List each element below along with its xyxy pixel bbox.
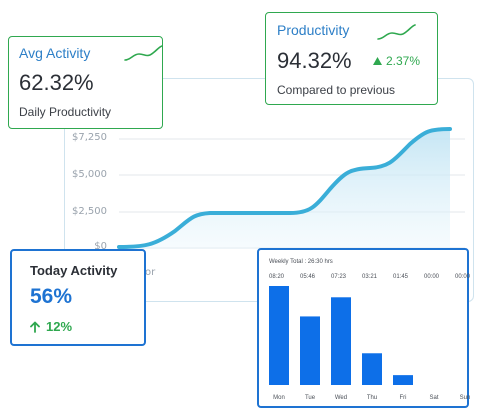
weekly-total-card[interactable]: Weekly Total : 26:30 hrs 08:20 Mon 05:46 Tu… xyxy=(257,248,471,408)
triangle-up-icon xyxy=(373,57,382,65)
weekly-bar xyxy=(269,286,289,385)
series-line xyxy=(117,127,452,249)
weekly-day-label: Wed xyxy=(335,395,347,401)
weekly-time-label: 00:00 xyxy=(424,274,440,280)
y-tick-label: $7,250 xyxy=(72,132,107,143)
productivity-value: 94.32% xyxy=(277,48,352,73)
avg-activity-title: Avg Activity xyxy=(19,45,91,61)
weekly-bar xyxy=(331,297,351,385)
today-activity-title: Today Activity xyxy=(30,263,118,278)
productivity-delta-value: 2.37% xyxy=(386,54,421,68)
avg-activity-card[interactable]: Avg Activity 62.32% Daily Productivity xyxy=(8,36,163,129)
y-tick-label: $2,500 xyxy=(72,206,107,217)
today-activity-delta: 12% xyxy=(30,319,72,334)
weekly-day-label: Sat xyxy=(429,395,438,401)
productivity-delta: 2.37% xyxy=(373,54,420,68)
weekly-day-label: Tue xyxy=(305,395,316,401)
weekly-time-label: 01:45 xyxy=(393,274,409,280)
weekly-bar xyxy=(362,353,382,385)
today-activity-value: 56% xyxy=(30,285,73,308)
x-tick-label: or xyxy=(145,267,156,278)
weekly-bar xyxy=(300,316,320,385)
weekly-day-label: Fri xyxy=(400,395,407,401)
weekly-total-title: Weekly Total : 26:30 hrs xyxy=(269,259,333,265)
weekly-time-label: 08:20 xyxy=(269,274,285,280)
avg-activity-subtitle: Daily Productivity xyxy=(19,105,112,119)
weekly-time-label: 03:21 xyxy=(362,274,378,280)
weekly-bar xyxy=(393,375,413,385)
trend-up-icon xyxy=(377,24,416,40)
today-activity-card[interactable]: Today Activity 56% 12% xyxy=(10,249,146,346)
today-activity-delta-value: 12% xyxy=(46,319,73,334)
weekly-time-label: 00:00 xyxy=(455,274,471,280)
weekly-time-label: 07:23 xyxy=(331,274,347,280)
productivity-card[interactable]: Productivity 94.32% 2.37% Compared to pr… xyxy=(265,12,438,105)
weekly-day-label: Sun xyxy=(460,395,471,401)
avg-activity-value: 62.32% xyxy=(19,70,94,95)
weekly-time-label: 05:46 xyxy=(300,274,316,280)
trend-up-icon xyxy=(124,45,163,61)
productivity-subtitle: Compared to previous xyxy=(277,83,396,97)
area-fill xyxy=(119,129,450,249)
weekly-bar-chart: 08:20 Mon 05:46 Tue 07:23 Wed 03:21 Thu 01:45 Fri… xyxy=(269,274,471,401)
productivity-title: Productivity xyxy=(277,22,350,38)
weekly-day-label: Mon xyxy=(273,395,285,401)
weekly-day-label: Thu xyxy=(367,395,377,401)
y-tick-label: $5,000 xyxy=(72,169,107,180)
y-tick-label: $0 xyxy=(94,241,107,252)
area-chart xyxy=(117,127,465,249)
arrow-up-icon xyxy=(30,321,40,333)
